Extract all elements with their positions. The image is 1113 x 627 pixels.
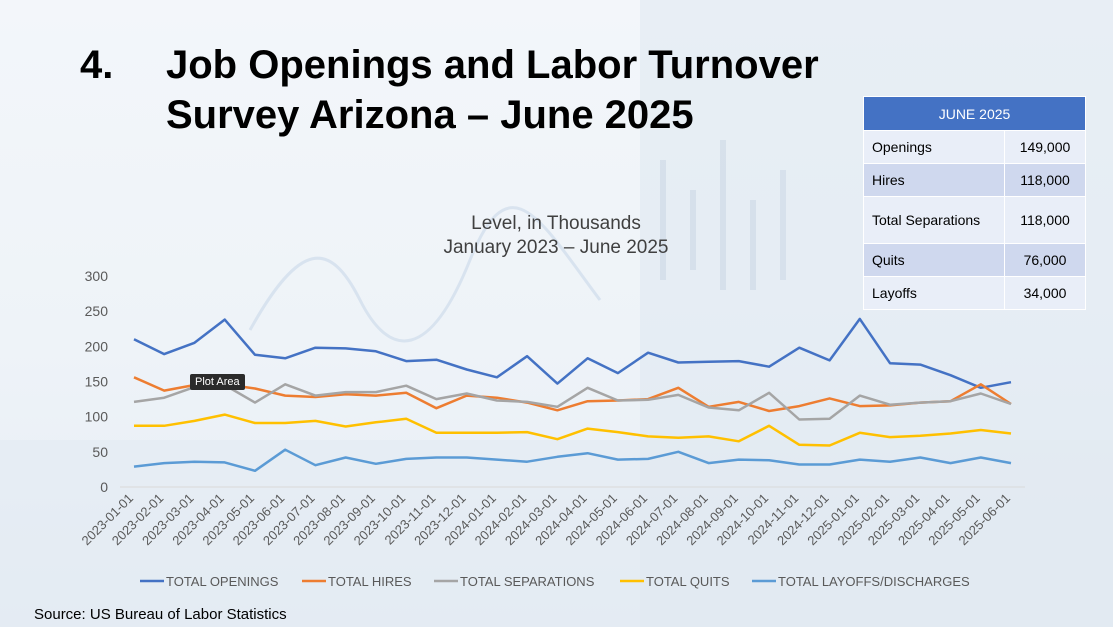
- series-line: [133, 317, 1012, 390]
- row-value: 149,000: [1004, 130, 1086, 164]
- y-tick-label: 250: [85, 303, 109, 319]
- chart-subtitle: January 2023 – June 2025: [443, 237, 669, 258]
- title-number: 4.: [80, 43, 114, 87]
- row-label: Openings: [863, 130, 1005, 164]
- y-tick-label: 300: [85, 268, 109, 284]
- legend-label: TOTAL LAYOFFS/DISCHARGES: [778, 574, 970, 589]
- legend-label: TOTAL SEPARATIONS: [460, 574, 595, 589]
- series-line: [133, 448, 1012, 473]
- row-value: 118,000: [1004, 163, 1086, 197]
- table-row: Openings 149,000: [863, 130, 1086, 164]
- y-tick-label: 50: [92, 444, 108, 460]
- row-label: Total Separations: [863, 196, 1005, 244]
- source-note: Source: US Bureau of Labor Statistics: [34, 606, 287, 623]
- series-line: [133, 383, 1012, 421]
- table-row: Total Separations 118,000: [863, 196, 1086, 244]
- plot-area-tooltip: Plot Area: [190, 374, 245, 390]
- row-value: 34,000: [1004, 276, 1086, 310]
- legend-label: TOTAL HIRES: [328, 574, 412, 589]
- series-line: [133, 376, 1012, 413]
- title-text: Job Openings and Labor Turnover Survey A…: [166, 43, 819, 137]
- y-tick-label: 150: [85, 374, 109, 390]
- series-line: [134, 413, 1012, 447]
- legend-label: TOTAL QUITS: [646, 574, 730, 589]
- y-tick-label: 100: [85, 409, 109, 425]
- row-value: 76,000: [1004, 243, 1086, 277]
- table-row: Hires 118,000: [863, 163, 1086, 197]
- chart-title-block: Level, in Thousands January 2023 – June …: [356, 212, 756, 260]
- row-label: Layoffs: [863, 276, 1005, 310]
- table-row: Layoffs 34,000: [863, 276, 1086, 310]
- summary-table-header: JUNE 2025: [863, 96, 1086, 131]
- row-label: Hires: [863, 163, 1005, 197]
- chart-title: Level, in Thousands: [471, 213, 641, 234]
- row-value: 118,000: [1004, 196, 1086, 244]
- y-tick-label: 200: [85, 338, 109, 354]
- y-tick-label: 0: [100, 479, 108, 495]
- legend-label: TOTAL OPENINGS: [166, 574, 279, 589]
- table-row: Quits 76,000: [863, 243, 1086, 277]
- row-label: Quits: [863, 243, 1005, 277]
- slide-title: 4. Job Openings and Labor Turnover Surve…: [80, 40, 926, 140]
- summary-table: JUNE 2025 Openings 149,000 Hires 118,000…: [863, 96, 1086, 310]
